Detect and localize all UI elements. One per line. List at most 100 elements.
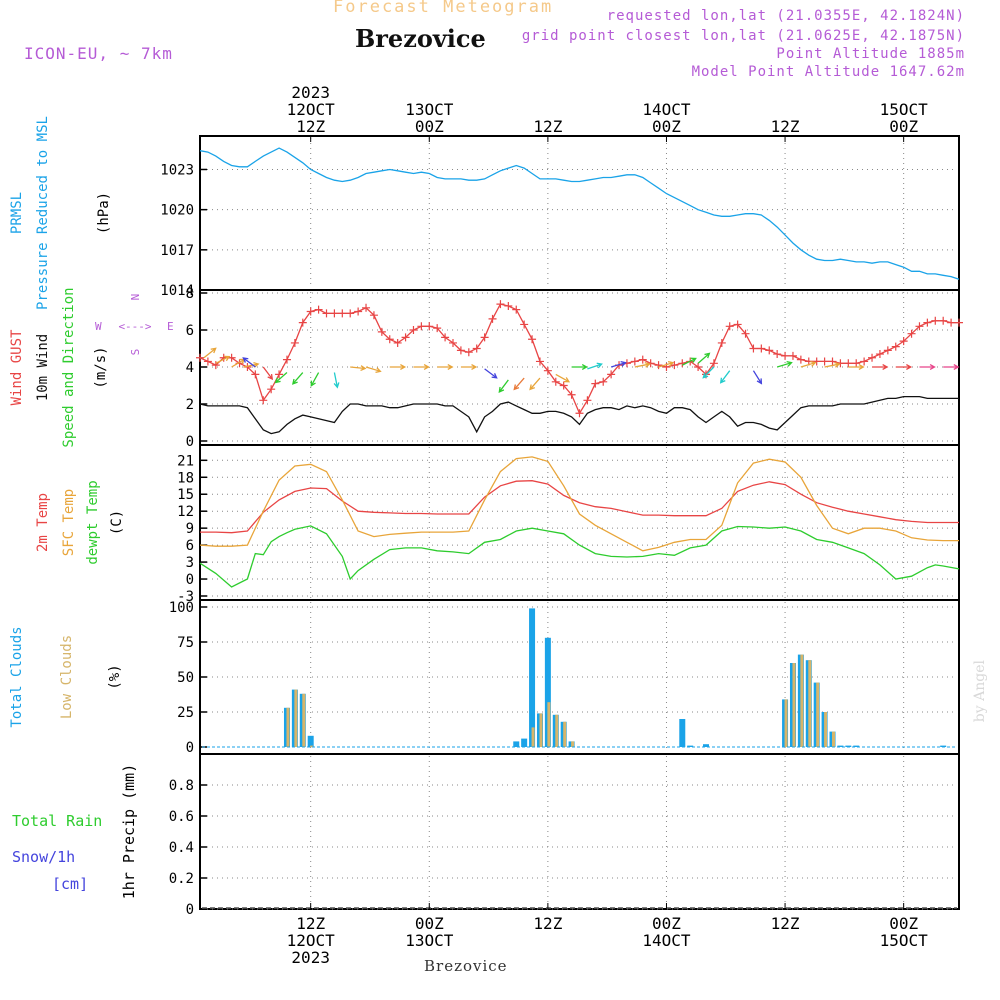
gust-marker: [591, 379, 600, 388]
bar-low-clouds: [563, 721, 567, 747]
gust-marker: [757, 344, 766, 353]
panel-label-clouds-0: Total Clouds: [9, 626, 25, 727]
gust-marker: [709, 359, 718, 368]
y-tick-label: 0.4: [169, 840, 194, 856]
gust-marker: [607, 370, 616, 379]
panel-label-precip-0: Total Rain: [12, 812, 102, 830]
panel-frame-temperature: [199, 444, 960, 601]
bar-total-clouds: [544, 637, 551, 747]
bar-total-clouds: [307, 735, 314, 747]
bar-low-clouds: [800, 654, 804, 747]
gust-marker: [441, 333, 450, 342]
wind-arrow: [571, 364, 588, 370]
y-tick-label: 0.6: [169, 809, 194, 825]
top-time-label: 12Z: [771, 117, 800, 136]
y-tick-label: 12: [177, 504, 194, 520]
gust-marker: [528, 335, 537, 344]
gust-marker: [630, 357, 639, 366]
gust-marker: [425, 322, 434, 331]
bar-low-clouds: [310, 745, 314, 747]
wind-arrow: [943, 364, 960, 370]
bar-low-clouds: [792, 663, 796, 747]
wind-arrow: [292, 372, 304, 385]
gust-marker: [765, 346, 774, 355]
gust-marker: [314, 305, 323, 314]
y-tick-label: 2: [186, 397, 194, 413]
y-tick-label: 3: [186, 555, 194, 571]
footer-station-name: Brezovice: [424, 957, 508, 975]
series-10m-wind: [199, 395, 959, 435]
y-tick-label: 0: [186, 434, 194, 450]
top-time-label: 12Z: [533, 117, 562, 136]
y-tick-label: 0: [186, 572, 194, 588]
gust-marker: [385, 335, 394, 344]
wind-arrow: [215, 355, 231, 364]
gust-marker: [717, 338, 726, 347]
gust-marker: [654, 361, 663, 370]
gust-marker: [844, 359, 853, 368]
bottom-time-label: 14OCT: [642, 931, 691, 950]
gust-marker: [306, 307, 315, 316]
bar-low-clouds: [547, 702, 551, 747]
gust-marker: [947, 318, 956, 327]
y-tick-label: 50: [177, 670, 194, 686]
top-time-label: 00Z: [652, 117, 681, 136]
wind-arrow: [697, 352, 711, 364]
gust-marker: [520, 320, 529, 329]
forecast-title: Forecast Meteogram: [333, 0, 554, 17]
gust-marker: [812, 357, 821, 366]
gust-marker: [322, 309, 331, 318]
gust-marker: [567, 390, 576, 399]
y-tick-label: 25: [177, 705, 194, 721]
gust-marker: [377, 327, 386, 336]
wind-arrow: [824, 361, 841, 368]
y-tick-label: 0.2: [169, 871, 194, 887]
top-time-label: 14OCT: [642, 100, 691, 119]
top-time-label: 13OCT: [405, 100, 454, 119]
series-2m-temp: [200, 480, 959, 534]
gust-marker: [512, 305, 521, 314]
panel-label-wind-1: 10m Wind: [35, 334, 51, 401]
model-point-altitude: Model Point Altitude 1647.62m: [691, 64, 965, 80]
bottom-time-label: 00Z: [415, 914, 444, 933]
bottom-time-label: 12OCT: [287, 931, 336, 950]
compass-east: E: [167, 320, 174, 333]
panel-precip: 0 0.2 0.4 0.6 0.8 Total Rain Snow/1h [cm] 1hr Pr…: [12, 753, 960, 918]
gust-marker: [638, 355, 647, 364]
wind-arrow: [587, 362, 603, 370]
gust-marker: [346, 309, 355, 318]
gust-marker: [907, 329, 916, 338]
gust-marker: [267, 385, 276, 394]
panel-label-temperature-2: dewpt Temp: [85, 480, 101, 564]
bar-low-clouds: [294, 689, 298, 747]
y-tick-label: 4: [186, 360, 194, 376]
bottom-time-label: 12Z: [533, 914, 562, 933]
gust-marker: [543, 366, 552, 375]
gust-marker: [449, 338, 457, 347]
top-time-label: 00Z: [415, 117, 444, 136]
point-altitude: Point Altitude 1885m: [776, 46, 965, 62]
bar-low-clouds: [824, 712, 828, 747]
gust-marker: [456, 346, 465, 355]
model-name: ICON-EU, ~ 7km: [24, 44, 173, 63]
gust-marker: [354, 307, 363, 316]
y-tick-label: 0: [186, 902, 194, 918]
y-tick-label: 15: [177, 487, 194, 503]
gust-marker: [338, 309, 347, 318]
wind-arrow: [389, 364, 407, 370]
compass-north: N: [129, 294, 142, 301]
gust-marker: [203, 357, 212, 366]
bar-total-clouds: [521, 738, 528, 747]
gust-marker: [275, 370, 284, 379]
wind-arrow: [919, 364, 936, 370]
panel-unit-pressure: (hPa): [96, 192, 112, 234]
y-tick-label: 0: [186, 740, 194, 756]
gust-marker: [362, 303, 371, 312]
gust-marker: [694, 363, 703, 371]
bar-total-clouds: [703, 744, 709, 747]
wind-arrow: [231, 358, 246, 368]
bar-total-clouds: [529, 608, 536, 747]
gust-marker: [670, 361, 679, 370]
wind-arrow: [365, 366, 382, 373]
bar-total-clouds: [940, 745, 947, 747]
